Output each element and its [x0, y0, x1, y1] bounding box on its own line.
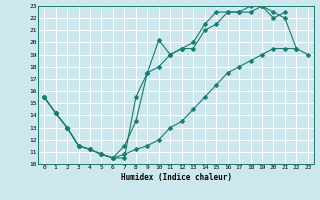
X-axis label: Humidex (Indice chaleur): Humidex (Indice chaleur) [121, 173, 231, 182]
